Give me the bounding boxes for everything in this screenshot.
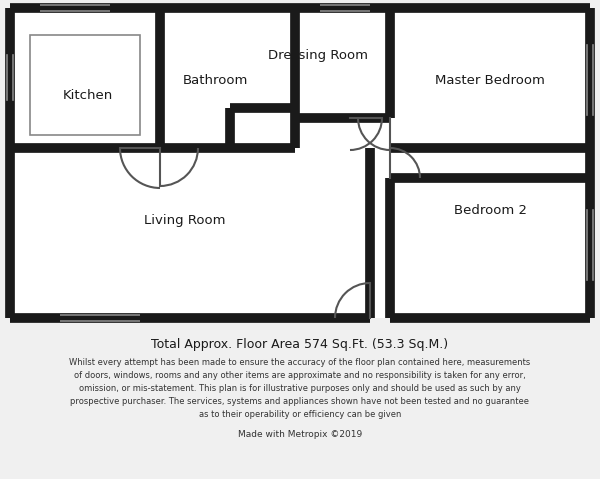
- Text: of doors, windows, rooms and any other items are approximate and no responsibili: of doors, windows, rooms and any other i…: [74, 371, 526, 380]
- Bar: [60, 313, 140, 323]
- Bar: [30, 35, 140, 135]
- Bar: [160, 8, 295, 318]
- Bar: [390, 8, 590, 148]
- Bar: [370, 148, 390, 318]
- Bar: [10, 148, 370, 318]
- Text: as to their operability or efficiency can be given: as to their operability or efficiency ca…: [199, 410, 401, 419]
- Text: Master Bedroom: Master Bedroom: [435, 73, 545, 87]
- Bar: [295, 8, 390, 148]
- Text: Total Approx. Floor Area 574 Sq.Ft. (53.3 Sq.M.): Total Approx. Floor Area 574 Sq.Ft. (53.…: [151, 338, 449, 351]
- Bar: [5, 55, 15, 100]
- Bar: [320, 3, 370, 13]
- Text: omission, or mis-statement. This plan is for illustrative purposes only and shou: omission, or mis-statement. This plan is…: [79, 384, 521, 393]
- Text: Bedroom 2: Bedroom 2: [454, 204, 527, 217]
- Text: Dressing Room: Dressing Room: [268, 48, 368, 61]
- Bar: [390, 148, 420, 178]
- Text: Whilst every attempt has been made to ensure the accuracy of the floor plan cont: Whilst every attempt has been made to en…: [70, 358, 530, 367]
- Bar: [585, 45, 595, 115]
- Text: Made with Metropix ©2019: Made with Metropix ©2019: [238, 430, 362, 439]
- Text: Bathroom: Bathroom: [182, 73, 248, 87]
- Text: Kitchen: Kitchen: [63, 89, 113, 102]
- Text: Living Room: Living Room: [144, 214, 226, 227]
- Bar: [10, 8, 160, 318]
- Bar: [390, 148, 590, 318]
- Bar: [585, 210, 595, 280]
- Text: prospective purchaser. The services, systems and appliances shown have not been : prospective purchaser. The services, sys…: [71, 397, 530, 406]
- Bar: [40, 3, 110, 13]
